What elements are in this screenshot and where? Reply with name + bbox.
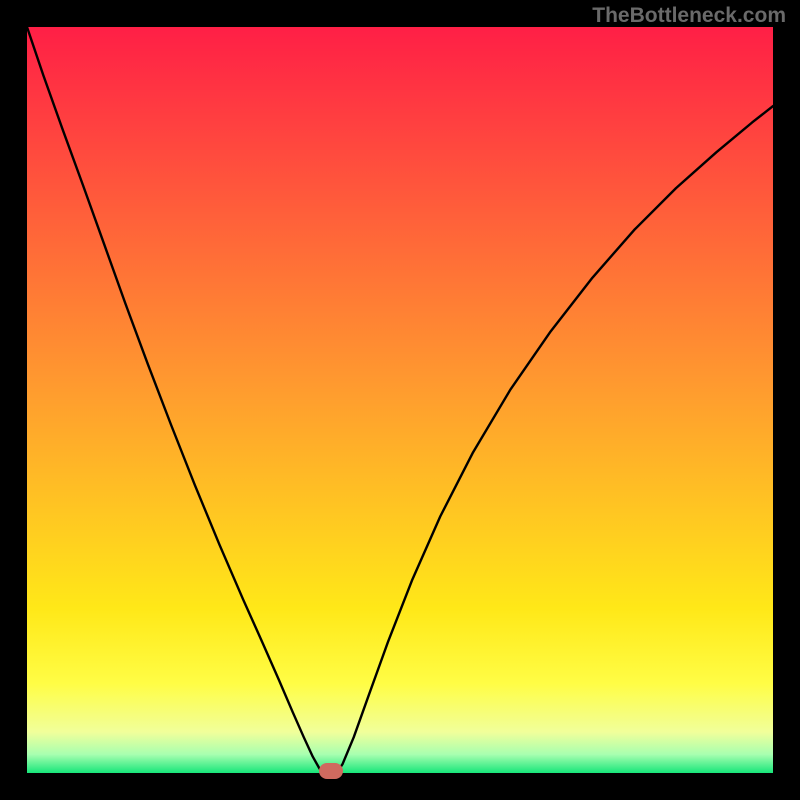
curve-right-branch [337, 106, 773, 773]
watermark-text: TheBottleneck.com [592, 4, 786, 28]
plot-area [27, 27, 773, 773]
chart-container: TheBottleneck.com [0, 0, 800, 800]
curve-left-branch [27, 27, 324, 773]
curve-layer [27, 27, 773, 773]
minimum-marker [319, 763, 343, 779]
